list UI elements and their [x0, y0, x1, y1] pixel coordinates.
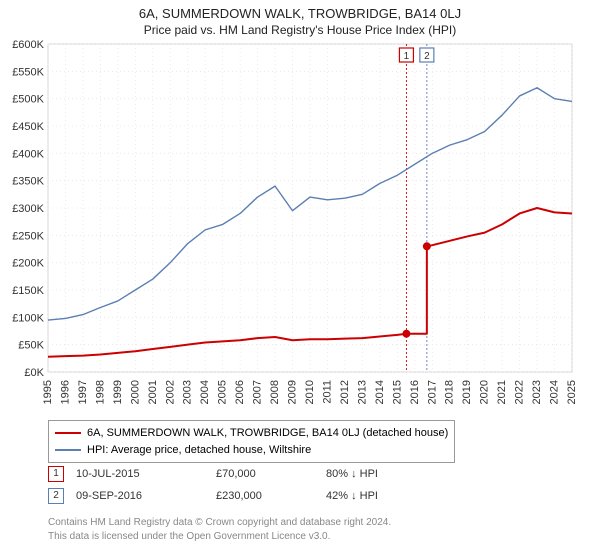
svg-text:2021: 2021: [496, 380, 508, 404]
svg-text:2014: 2014: [374, 380, 386, 404]
svg-text:2017: 2017: [426, 380, 438, 404]
svg-text:2018: 2018: [444, 380, 456, 404]
event-date: 09-SEP-2016: [76, 490, 216, 502]
event-price: £70,000: [216, 468, 326, 480]
svg-text:1996: 1996: [59, 380, 71, 404]
legend: 6A, SUMMERDOWN WALK, TROWBRIDGE, BA14 0L…: [48, 420, 455, 463]
legend-item: 6A, SUMMERDOWN WALK, TROWBRIDGE, BA14 0L…: [55, 425, 448, 442]
svg-text:£350K: £350K: [12, 176, 44, 188]
event-badge: 2: [48, 488, 64, 504]
svg-text:2007: 2007: [252, 380, 264, 404]
footer-attribution: Contains HM Land Registry data © Crown c…: [48, 516, 391, 543]
price-chart: £0K £50K £100K £150K £200K £250K £300K £350K £40…: [0, 0, 600, 420]
legend-swatch: [55, 449, 81, 451]
svg-text:2009: 2009: [287, 380, 299, 404]
svg-text:2011: 2011: [321, 380, 333, 404]
svg-text:2020: 2020: [479, 380, 491, 404]
svg-text:2005: 2005: [217, 380, 229, 404]
svg-text:2008: 2008: [269, 380, 281, 404]
legend-label: 6A, SUMMERDOWN WALK, TROWBRIDGE, BA14 0L…: [87, 427, 448, 439]
footer-line2: This data is licensed under the Open Gov…: [48, 530, 391, 544]
svg-text:2002: 2002: [164, 380, 176, 404]
svg-text:£300K: £300K: [12, 203, 44, 215]
svg-text:2006: 2006: [234, 380, 246, 404]
svg-text:£400K: £400K: [12, 148, 44, 160]
event-badge: 1: [48, 466, 64, 482]
event-date: 10-JUL-2015: [76, 468, 216, 480]
svg-text:2010: 2010: [304, 380, 316, 404]
svg-text:£150K: £150K: [12, 285, 44, 297]
svg-text:1998: 1998: [94, 380, 106, 404]
svg-text:2025: 2025: [566, 380, 578, 404]
svg-text:2019: 2019: [461, 380, 473, 404]
svg-text:1: 1: [404, 51, 410, 62]
svg-text:1997: 1997: [77, 380, 89, 404]
event-delta: 42% ↓ HPI: [326, 490, 378, 502]
event-price: £230,000: [216, 490, 326, 502]
svg-text:£50K: £50K: [18, 340, 44, 352]
svg-text:£550K: £550K: [12, 66, 44, 78]
svg-text:2000: 2000: [129, 380, 141, 404]
svg-text:£500K: £500K: [12, 94, 44, 106]
svg-text:2001: 2001: [147, 380, 159, 404]
svg-text:2004: 2004: [199, 380, 211, 404]
svg-text:£250K: £250K: [12, 230, 44, 242]
legend-item: HPI: Average price, detached house, Wilt…: [55, 442, 448, 459]
legend-label: HPI: Average price, detached house, Wilt…: [87, 444, 311, 456]
svg-text:2: 2: [424, 51, 430, 62]
svg-text:£100K: £100K: [12, 312, 44, 324]
svg-text:2023: 2023: [531, 380, 543, 404]
svg-text:2012: 2012: [339, 380, 351, 404]
svg-text:£0K: £0K: [24, 367, 44, 379]
svg-text:1995: 1995: [42, 380, 54, 404]
svg-text:2003: 2003: [182, 380, 194, 404]
svg-text:£600K: £600K: [12, 39, 44, 51]
svg-text:£450K: £450K: [12, 121, 44, 133]
legend-swatch: [55, 432, 81, 434]
svg-text:2024: 2024: [549, 380, 561, 404]
svg-text:1999: 1999: [112, 380, 124, 404]
svg-text:2022: 2022: [514, 380, 526, 404]
svg-text:£200K: £200K: [12, 258, 44, 270]
event-row: 1 10-JUL-2015£70,00080% ↓ HPI: [48, 466, 378, 482]
svg-text:2013: 2013: [356, 380, 368, 404]
event-delta: 80% ↓ HPI: [326, 468, 378, 480]
footer-line1: Contains HM Land Registry data © Crown c…: [48, 516, 391, 530]
svg-text:2016: 2016: [409, 380, 421, 404]
svg-text:2015: 2015: [391, 380, 403, 404]
event-row: 2 09-SEP-2016£230,00042% ↓ HPI: [48, 488, 378, 504]
